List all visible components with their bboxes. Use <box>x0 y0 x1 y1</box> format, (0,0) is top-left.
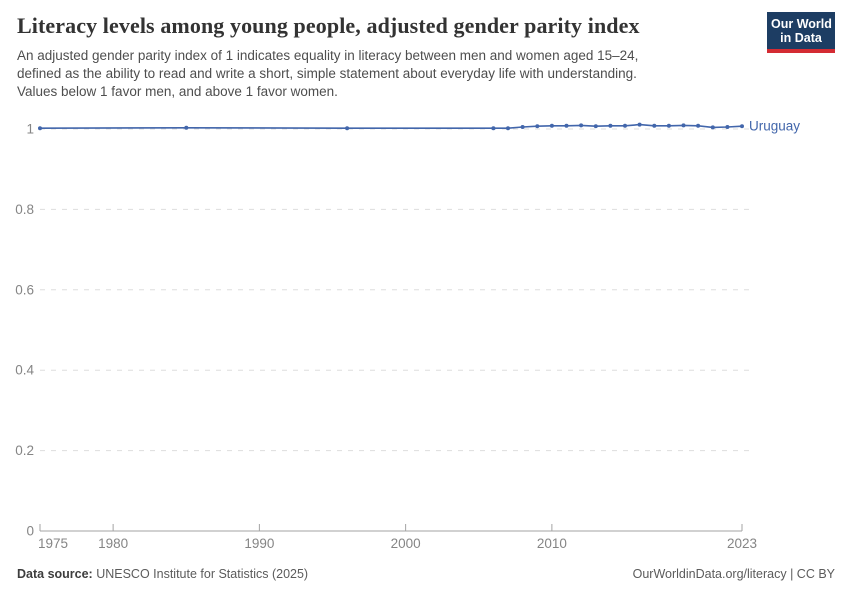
data-point <box>564 123 569 128</box>
data-source-value: UNESCO Institute for Statistics (2025) <box>92 567 309 581</box>
data-point <box>535 124 540 129</box>
owid-logo-text-line1: Our World <box>771 17 832 31</box>
data-point <box>345 126 350 131</box>
owid-logo[interactable]: Our World in Data <box>767 12 835 53</box>
x-tick-label: 1975 <box>38 536 68 551</box>
data-point <box>637 122 642 127</box>
subtitle-line: Values below 1 favor men, and above 1 fa… <box>17 84 338 99</box>
data-point <box>710 125 715 130</box>
data-point <box>184 125 189 130</box>
x-tick-label: 2023 <box>727 536 757 551</box>
x-tick-label: 1980 <box>98 536 128 551</box>
data-point <box>725 125 730 129</box>
data-source-label: Data source: <box>17 567 93 581</box>
x-tick-label: 2000 <box>391 536 421 551</box>
series-line <box>39 123 743 129</box>
attribution-link[interactable]: OurWorldinData.org/literacy | CC BY <box>632 567 835 581</box>
subtitle-line: An adjusted gender parity index of 1 ind… <box>17 48 639 63</box>
page-title: Literacy levels among young people, adju… <box>17 13 640 38</box>
y-tick-label: 1 <box>26 122 34 137</box>
y-tick-label: 0.4 <box>15 363 34 378</box>
chart-subtitle: An adjusted gender parity index of 1 ind… <box>17 47 747 101</box>
data-point <box>608 123 613 128</box>
data-point <box>593 124 598 129</box>
subtitle-line: defined as the ability to read and write… <box>17 66 637 81</box>
data-point <box>666 123 671 128</box>
data-point <box>681 123 686 128</box>
x-tick-label: 1990 <box>244 536 274 551</box>
data-point <box>740 124 744 129</box>
data-point <box>652 123 657 128</box>
series-uruguay: Uruguay <box>38 119 800 134</box>
y-tick-label: 0 <box>26 524 34 539</box>
data-point <box>506 126 510 131</box>
y-tick-label: 0.2 <box>15 443 34 458</box>
data-point <box>520 125 525 129</box>
y-tick-label: 0.8 <box>15 202 34 217</box>
data-point <box>696 123 701 128</box>
x-axis: 1975 1980 1990 2000 2010 2023 <box>38 524 757 551</box>
y-tick-label: 0.6 <box>15 282 34 297</box>
x-tick-label: 2010 <box>537 536 567 551</box>
data-source: Data source: UNESCO Institute for Statis… <box>17 567 308 581</box>
data-point <box>491 126 496 131</box>
data-point <box>579 123 584 128</box>
series-label: Uruguay <box>749 119 800 134</box>
data-point <box>623 123 627 128</box>
owid-logo-text-line2: in Data <box>780 31 822 45</box>
chart-footer: Data source: UNESCO Institute for Statis… <box>17 567 835 581</box>
y-gridlines: 0 0.2 0.4 0.6 0.8 1 <box>15 122 753 539</box>
data-point <box>549 123 554 128</box>
data-point <box>38 126 42 131</box>
